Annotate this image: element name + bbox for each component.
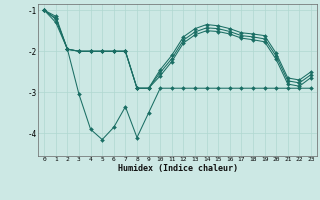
X-axis label: Humidex (Indice chaleur): Humidex (Indice chaleur) bbox=[118, 164, 238, 173]
